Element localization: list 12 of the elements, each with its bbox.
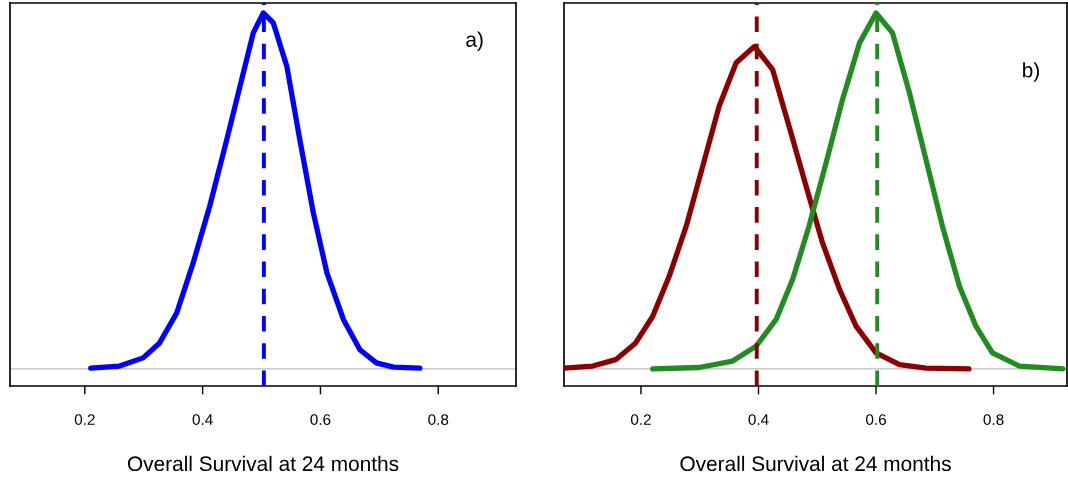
- x-tick-label: 0.6: [310, 414, 331, 425]
- x-tick-label: 0.2: [74, 414, 95, 425]
- x-tick-label: 0.8: [428, 414, 449, 425]
- x-tick-label: 0.4: [192, 414, 213, 425]
- x-tick-label: 0.2: [630, 414, 651, 425]
- x-tick-label: 0.4: [748, 414, 769, 425]
- annotation: b): [1023, 62, 1039, 82]
- x-tick-label: 0.8: [983, 414, 1004, 425]
- x-tick-label: 0.6: [866, 414, 886, 425]
- x-axis-title: Overall Survival at 24 months: [127, 455, 399, 472]
- x-axis-title: Overall Survival at 24 months: [680, 455, 951, 472]
- annotation: a): [466, 31, 483, 51]
